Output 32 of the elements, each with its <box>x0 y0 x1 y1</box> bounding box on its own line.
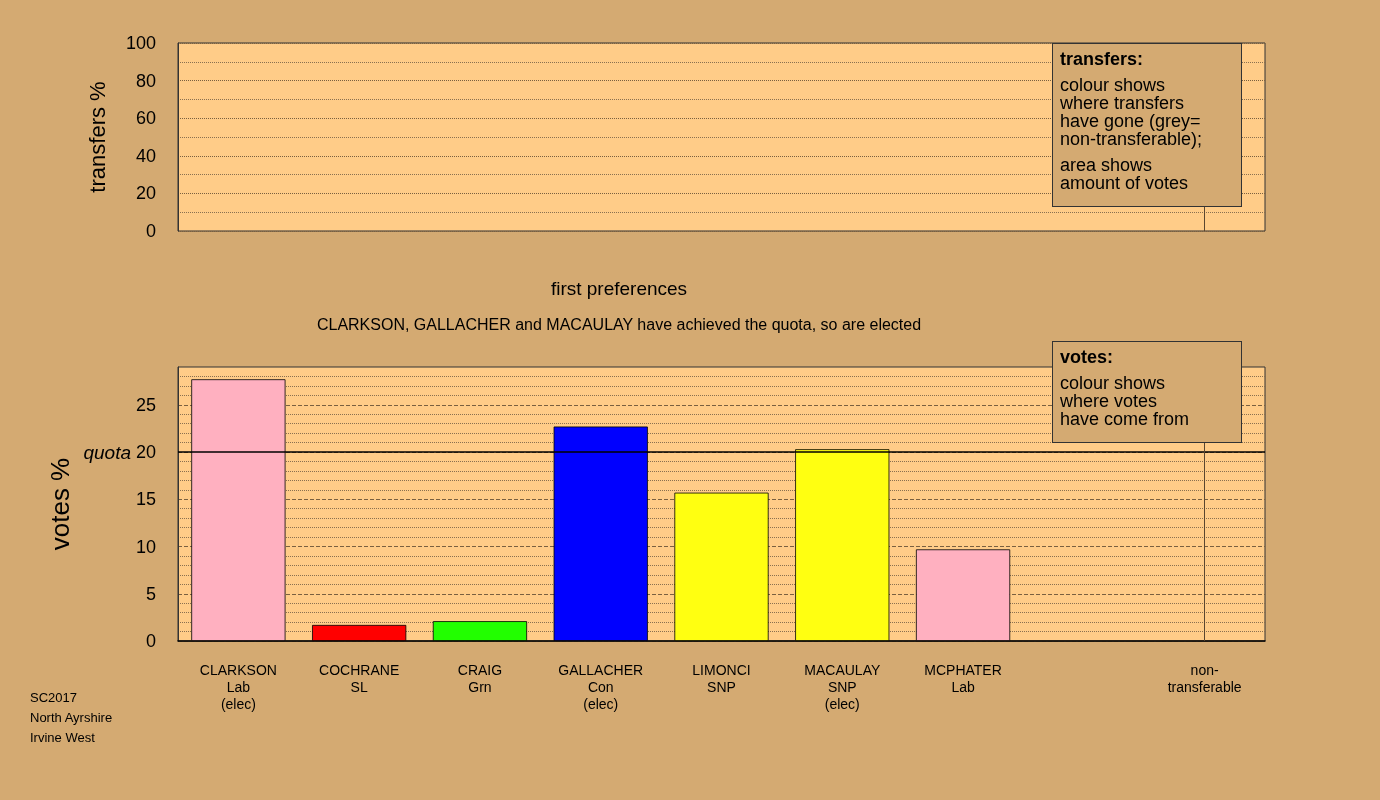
text: SC2017 North Ayrshire Irvine West <box>30 689 113 747</box>
y-tick-label: 60 <box>135 108 156 129</box>
x-tick-label: GALLACHER Con (elec) <box>558 661 644 712</box>
ref-line-label: quota <box>83 441 131 463</box>
chart-title: first preferences <box>550 278 688 299</box>
y-axis-title: votes % <box>44 457 75 551</box>
chart-subtitle: CLARKSON, GALLACHER and MACAULAY have achieved the quota, so are elected <box>316 315 922 333</box>
annotation: transfers: <box>1060 49 1145 69</box>
x-tick-label: CLARKSON Lab (elec) <box>199 661 277 712</box>
x-tick-label: MCPHATER Lab <box>924 661 1002 695</box>
key-box: votes: colour shows where votes have come from <box>1052 341 1242 443</box>
y-tick-label: 0 <box>145 221 156 241</box>
annotation: colour shows where votes have come from <box>1060 373 1191 429</box>
x-tick-label: non- transferable <box>1167 661 1242 695</box>
y-tick-label: 0 <box>145 631 156 651</box>
annotation: colour shows where transfers have gone (grey= non-transferable); <box>1060 75 1204 149</box>
y-tick-label: 15 <box>135 489 156 510</box>
x-tick-label: CRAIG Grn <box>457 661 503 695</box>
y-tick-label: 10 <box>135 536 156 557</box>
y-tick-label: 20 <box>130 442 156 463</box>
annotation: area shows amount of votes <box>1060 155 1190 193</box>
y-tick-label: 25 <box>135 394 156 415</box>
x-tick-label: LIMONCI SNP <box>692 661 751 695</box>
key-box: transfers: colour shows where transfers have gone (grey= non-transferable); area shows amount of votes <box>1052 43 1242 207</box>
x-tick-label: MACAULAY SNP (elec) <box>804 661 881 712</box>
y-tick-label: 20 <box>135 183 156 204</box>
x-tick-label: COCHRANE SL <box>319 661 400 695</box>
y-tick-label: 40 <box>135 145 156 166</box>
y-tick-label: 5 <box>145 583 156 604</box>
y-tick-label: 80 <box>135 70 156 91</box>
y-tick-label: 100 <box>125 33 156 53</box>
y-axis-title: transfers % <box>84 81 110 193</box>
